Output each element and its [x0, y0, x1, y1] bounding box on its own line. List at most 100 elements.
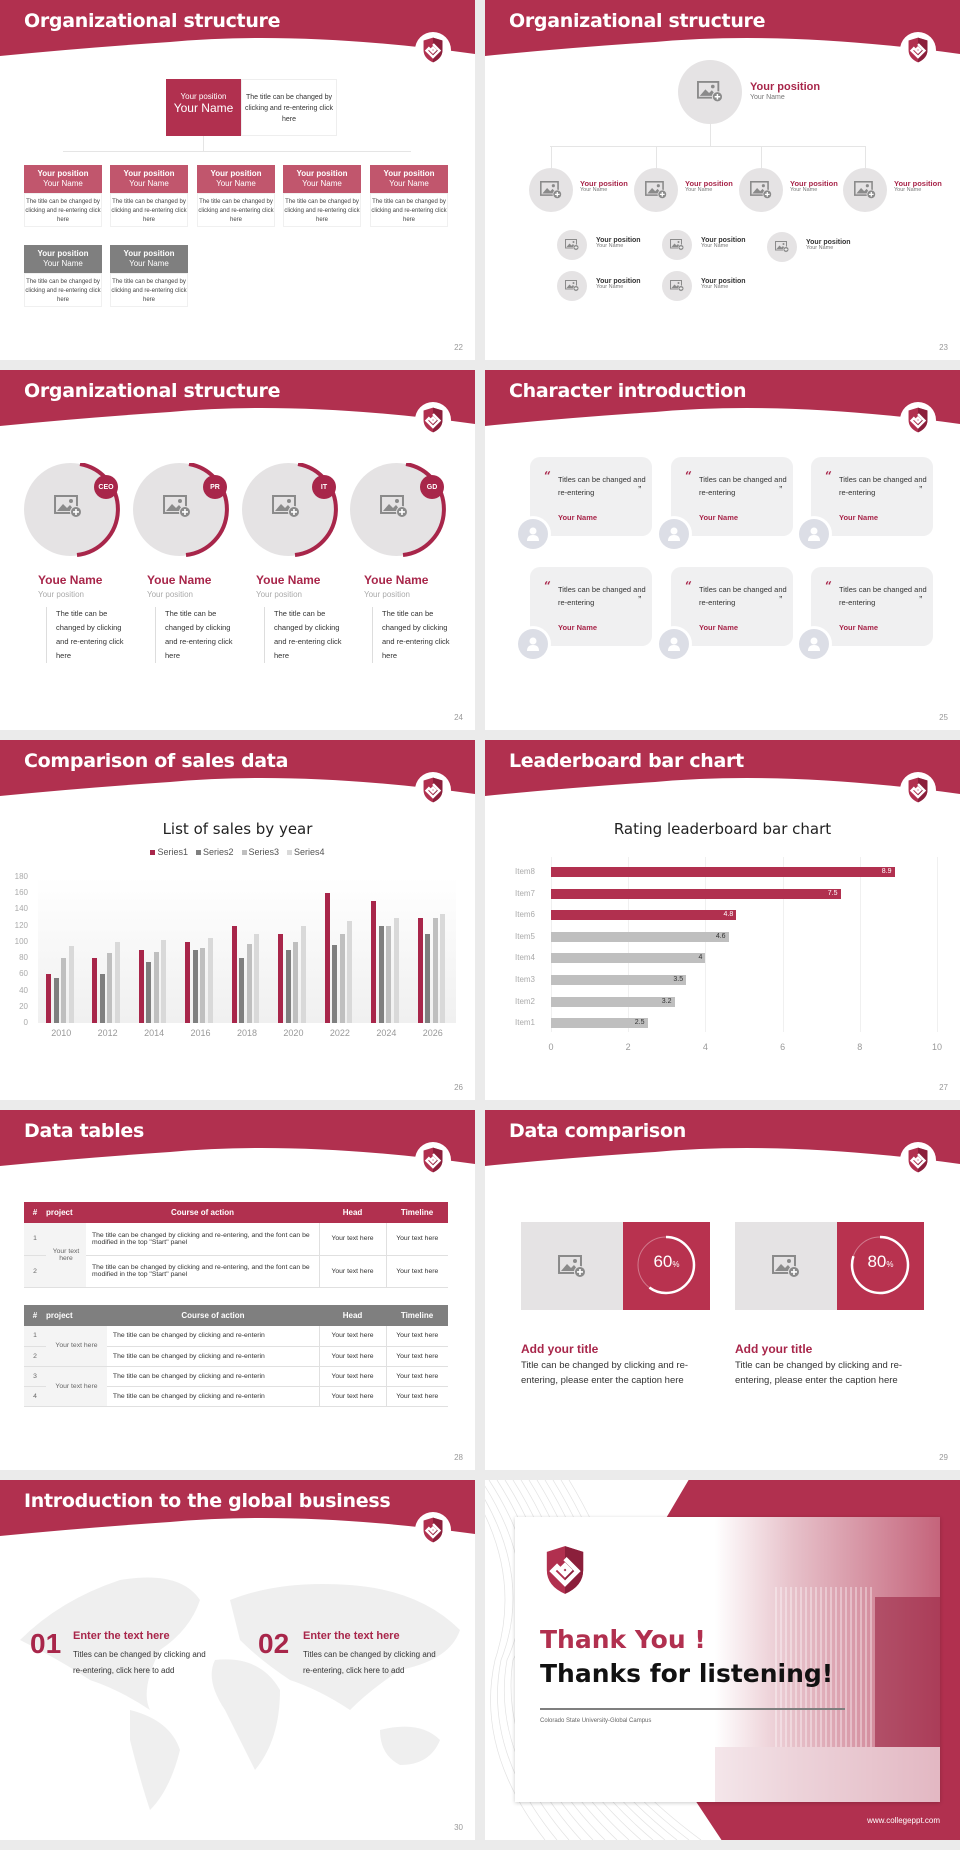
bar-series4-2020[interactable] — [300, 925, 306, 1023]
avatar-placeholder[interactable] — [634, 168, 678, 212]
bar-series4-2012[interactable] — [114, 941, 120, 1023]
table-header[interactable]: project — [46, 1208, 73, 1217]
slide-27[interactable]: Leaderboard bar chart 27 Rating leaderboa… — [485, 740, 960, 1100]
quote-card[interactable]: “ Titles can be changed and re-entering” Y… — [671, 567, 793, 646]
quote-card[interactable]: “ Titles can be changed and re-entering” Y… — [530, 457, 652, 536]
bar-series1-2010[interactable] — [46, 974, 51, 1023]
quote-card[interactable]: “ Titles can be changed and re-entering” Y… — [811, 567, 933, 646]
table-header[interactable]: Head — [342, 1208, 363, 1217]
table-header[interactable]: # — [32, 1208, 38, 1217]
quote-card[interactable]: “ Titles can be changed and re-entering” Y… — [530, 567, 652, 646]
bar-item4[interactable]: 4 — [551, 953, 706, 964]
bar-series3-2024[interactable] — [386, 925, 392, 1023]
avatar-placeholder[interactable] — [843, 168, 887, 212]
table-row[interactable]: 1 Your text here The title can be changed … — [24, 1223, 448, 1288]
org-box[interactable]: Your position Your Name The title can be c… — [24, 245, 102, 307]
bar-item8[interactable]: 8.9 — [551, 867, 895, 877]
bar-series4-2022[interactable] — [347, 920, 353, 1023]
bar-series3-2018[interactable] — [246, 943, 252, 1023]
bar-series4-2024[interactable] — [393, 917, 399, 1023]
org-box[interactable]: Your position Your Name The title can be c… — [110, 245, 188, 307]
avatar[interactable] — [515, 516, 551, 552]
bar-series3-2020[interactable] — [293, 941, 299, 1023]
table-row[interactable]: 3 Your text here The title can be changed … — [24, 1366, 448, 1407]
bar-series4-2016[interactable] — [207, 937, 213, 1023]
org-top-box[interactable]: Your position Your Name — [166, 79, 241, 136]
avatar[interactable] — [515, 626, 551, 662]
legend-item[interactable]: Series1 — [150, 847, 188, 857]
legend-item[interactable]: Series4 — [287, 847, 325, 857]
slide-29[interactable]: Data comparison 29 60% Add your title Title… — [485, 1110, 960, 1470]
org-box[interactable]: Your position Your Name The title can be c… — [283, 165, 361, 227]
avatar[interactable] — [656, 516, 692, 552]
bar-series1-2024[interactable] — [371, 901, 377, 1023]
bar-series3-2026[interactable] — [432, 917, 438, 1023]
bar-series3-2010[interactable] — [61, 958, 66, 1023]
image-placeholder[interactable] — [735, 1222, 837, 1310]
bar-item5[interactable]: 4.6 — [551, 931, 729, 942]
avatar-placeholder[interactable] — [529, 168, 573, 212]
org-box[interactable]: Your position Your Name The title can be c… — [197, 165, 275, 227]
avatar-placeholder[interactable] — [678, 60, 742, 124]
org-box[interactable]: Your position Your Name The title can be c… — [370, 165, 448, 227]
avatar-placeholder[interactable] — [557, 271, 587, 301]
bar-series2-2014[interactable] — [146, 962, 152, 1023]
slide-22[interactable]: Organizational structure 22 Your position… — [0, 0, 475, 360]
bar-series1-2018[interactable] — [231, 925, 237, 1023]
bar-series2-2012[interactable] — [99, 974, 105, 1023]
slide-31-thank-you[interactable]: Thank You ! Thanks for listening! Colora… — [485, 1480, 960, 1840]
bar-series1-2016[interactable] — [185, 941, 191, 1023]
legend-item[interactable]: Series3 — [241, 847, 279, 857]
table-header[interactable]: Course of action — [170, 1208, 235, 1217]
bar-series3-2016[interactable] — [200, 948, 206, 1023]
bar-series2-2016[interactable] — [192, 950, 198, 1023]
org-box[interactable]: Your position Your Name The title can be c… — [24, 165, 102, 227]
avatar[interactable] — [656, 626, 692, 662]
table-header[interactable]: # — [32, 1311, 38, 1320]
bar-series3-2014[interactable] — [153, 951, 159, 1023]
table-header[interactable]: Timeline — [400, 1311, 434, 1320]
bar-series3-2012[interactable] — [107, 953, 113, 1023]
website-link[interactable]: www.collegeppt.com — [867, 1816, 940, 1825]
bar-series1-2012[interactable] — [92, 958, 98, 1023]
table-row[interactable]: 4 The title can be changed by clicking an… — [24, 1386, 448, 1407]
bar-series2-2022[interactable] — [332, 945, 338, 1023]
table-row[interactable]: 2 The title can be changed by clicking an… — [24, 1255, 448, 1288]
bar-series2-2018[interactable] — [239, 958, 245, 1023]
bar-series4-2010[interactable] — [68, 945, 74, 1023]
slide-23[interactable]: Organizational structure 23 Your position… — [485, 0, 960, 360]
bar-series4-2026[interactable] — [440, 913, 446, 1023]
avatar[interactable] — [796, 626, 832, 662]
slide-28[interactable]: Data tables 28 # project Course of action He… — [0, 1110, 475, 1470]
quote-card[interactable]: “ Titles can be changed and re-entering” Y… — [671, 457, 793, 536]
table-header[interactable]: Course of action — [181, 1311, 245, 1320]
quote-card[interactable]: “ Titles can be changed and re-entering” Y… — [811, 457, 933, 536]
image-placeholder[interactable] — [521, 1222, 623, 1310]
bar-series1-2022[interactable] — [324, 893, 330, 1023]
slide-24[interactable]: Organizational structure 24 CEO Youe Name Y… — [0, 370, 475, 730]
bar-series1-2020[interactable] — [278, 933, 284, 1023]
bar-series2-2026[interactable] — [425, 933, 431, 1023]
photo-placeholder[interactable] — [133, 463, 229, 557]
avatar-placeholder[interactable] — [767, 232, 797, 262]
avatar-placeholder[interactable] — [739, 168, 783, 212]
legend-item[interactable]: Series2 — [195, 847, 234, 857]
slide-25[interactable]: Character introduction 25 “ Titles can be … — [485, 370, 960, 730]
bar-item6[interactable]: 4.8 — [551, 910, 737, 921]
slide-30[interactable]: Introduction to the global business 30 01… — [0, 1480, 475, 1840]
table-row[interactable]: 2 The title can be changed by clicking an… — [24, 1346, 448, 1367]
bar-series1-2014[interactable] — [138, 950, 144, 1023]
table-row[interactable]: 1 Your text here The title can be changed … — [24, 1326, 448, 1367]
bar-series2-2020[interactable] — [285, 950, 291, 1023]
avatar-placeholder[interactable] — [557, 230, 587, 260]
bar-item7[interactable]: 7.5 — [551, 888, 841, 899]
bar-series2-2010[interactable] — [53, 978, 59, 1023]
bar-series4-2014[interactable] — [161, 940, 167, 1023]
avatar-placeholder[interactable] — [662, 271, 692, 301]
table-header[interactable]: Timeline — [400, 1208, 434, 1217]
bar-series3-2022[interactable] — [339, 933, 345, 1023]
bar-series1-2026[interactable] — [417, 917, 423, 1023]
bar-item1[interactable]: 2.5 — [551, 1018, 648, 1029]
avatar[interactable] — [796, 516, 832, 552]
slide-26[interactable]: Comparison of sales data 26 List of sales… — [0, 740, 475, 1100]
